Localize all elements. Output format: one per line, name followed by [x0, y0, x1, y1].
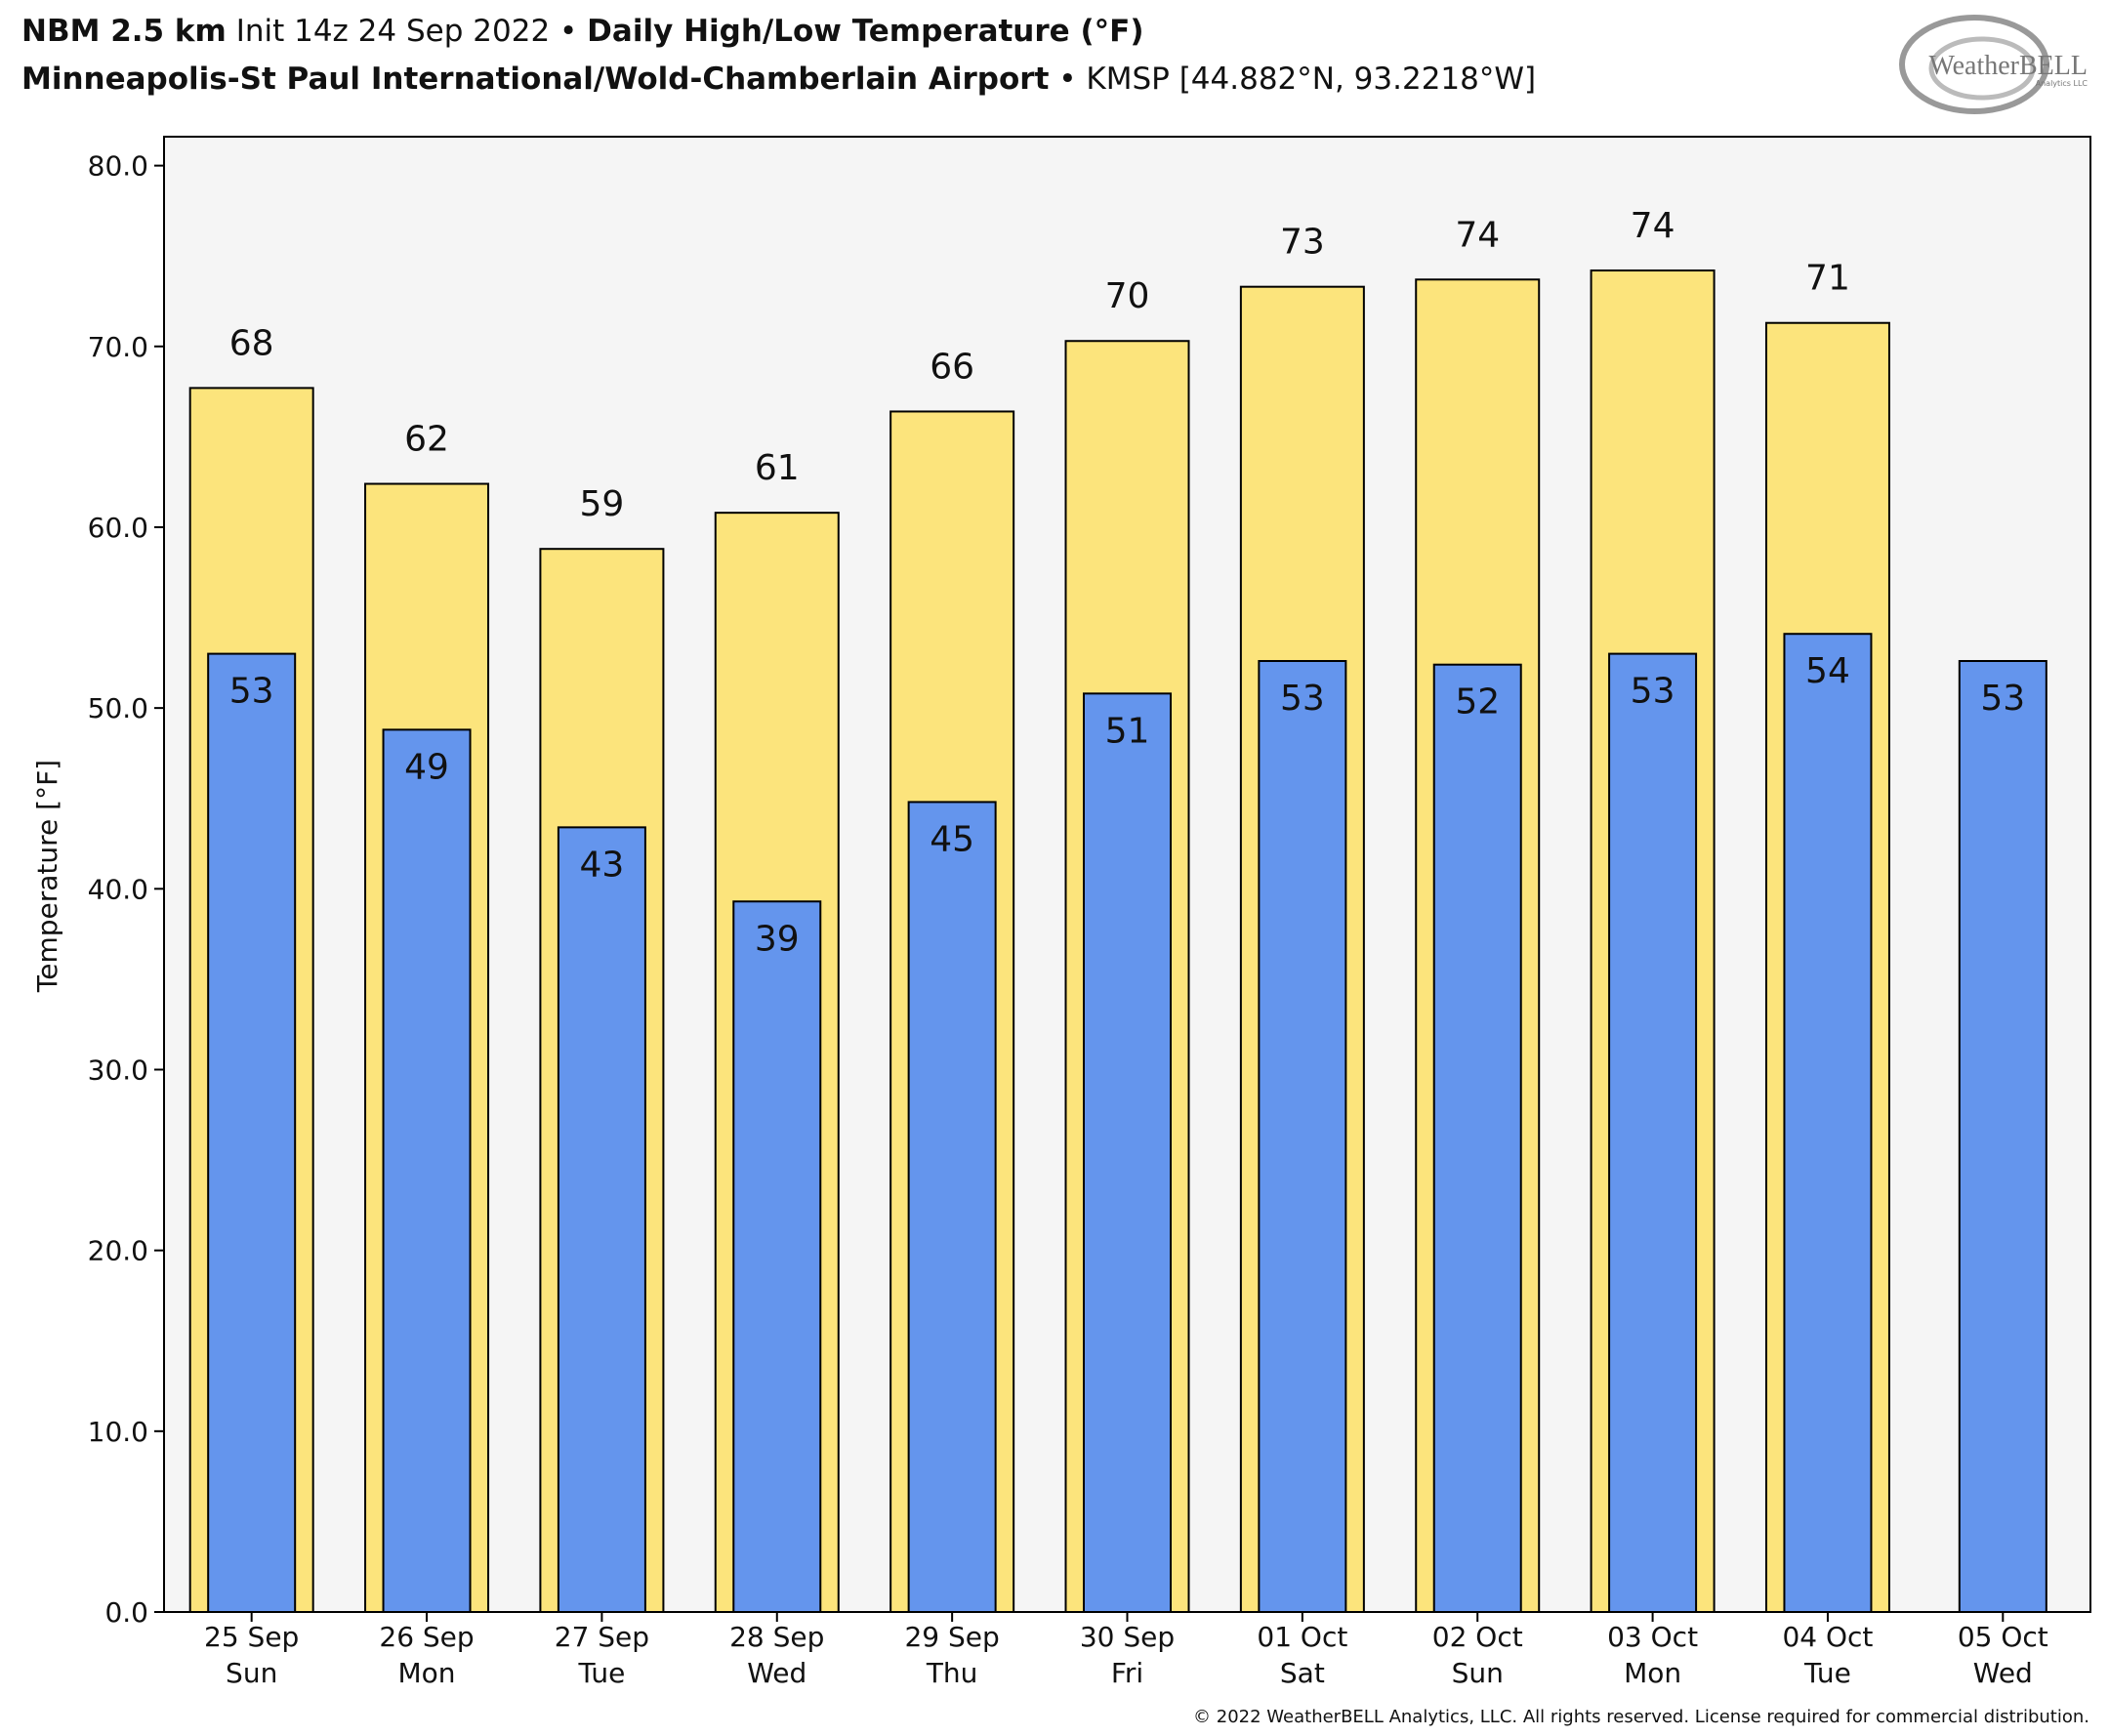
x-tick-label: 27 Sep: [555, 1621, 649, 1653]
value-label: 39: [755, 919, 800, 959]
y-tick-label: 20.0: [88, 1235, 148, 1267]
footer: © 2022 WeatherBELL Analytics, LLC. All r…: [1193, 1707, 2089, 1727]
x-tick-label: 02 Oct: [1432, 1621, 1523, 1653]
x-tick-label: Wed: [1973, 1657, 2033, 1689]
bar: [907, 801, 997, 1613]
x-tick-label: Sun: [226, 1657, 277, 1689]
y-tick-label: 30.0: [88, 1054, 148, 1086]
value-label: 54: [1805, 651, 1850, 691]
title-station: Minneapolis-St Paul International/Wold-C…: [21, 62, 1050, 97]
x-tick-label: 29 Sep: [904, 1621, 999, 1653]
logo-swirl: [1928, 36, 2036, 101]
value-label: 73: [1280, 223, 1325, 263]
bar: [382, 728, 472, 1613]
value-label: 71: [1805, 259, 1850, 299]
value-label: 45: [930, 819, 974, 859]
y-tick-label: 40.0: [88, 873, 148, 905]
bar: [732, 900, 822, 1613]
title-model: NBM 2.5 km: [21, 14, 227, 49]
value-label: 59: [580, 484, 625, 524]
x-tick-label: 05 Oct: [1958, 1621, 2048, 1653]
logo-swirl: [1899, 15, 2049, 114]
x-tick-label: 28 Sep: [729, 1621, 824, 1653]
value-label: 49: [404, 747, 449, 787]
x-tick-label: 30 Sep: [1080, 1621, 1175, 1653]
y-tick-label: 0.0: [104, 1596, 148, 1629]
x-tick-label: 03 Oct: [1607, 1621, 1698, 1653]
bar: [557, 826, 646, 1613]
bar: [1958, 659, 2047, 1613]
x-tick-label: Wed: [747, 1657, 806, 1689]
title-init: Init 14z 24 Sep 2022: [236, 14, 550, 49]
value-label: 53: [1280, 679, 1325, 719]
x-tick-label: Sat: [1280, 1657, 1325, 1689]
value-label: 66: [930, 347, 974, 387]
value-label: 53: [1631, 672, 1675, 712]
title-location: KMSP [44.882°N, 93.2218°W]: [1086, 62, 1536, 97]
y-tick-label: 10.0: [88, 1416, 148, 1448]
x-tick-label: Tue: [1803, 1657, 1851, 1689]
value-label: 61: [755, 448, 800, 488]
logo-sub: Analytics LLC: [2036, 79, 2088, 88]
x-tick-label: Mon: [1624, 1657, 1681, 1689]
x-tick-label: 25 Sep: [204, 1621, 299, 1653]
bar: [207, 652, 297, 1613]
x-tick-label: Sun: [1452, 1657, 1504, 1689]
x-tick-label: Mon: [398, 1657, 456, 1689]
x-tick-label: Fri: [1111, 1657, 1143, 1689]
value-label: 51: [1105, 711, 1150, 751]
title-line-2: Minneapolis-St Paul International/Wold-C…: [21, 62, 1536, 97]
title-product: Daily High/Low Temperature (°F): [587, 14, 1143, 49]
value-label: 62: [404, 420, 449, 460]
value-label: 74: [1455, 215, 1500, 255]
title-line-1: NBM 2.5 km Init 14z 24 Sep 2022 • Daily …: [21, 14, 1144, 49]
value-label: 70: [1105, 276, 1150, 316]
x-tick-label: Tue: [577, 1657, 625, 1689]
value-label: 74: [1631, 206, 1675, 246]
value-label: 53: [229, 672, 274, 712]
x-tick-label: 01 Oct: [1257, 1621, 1347, 1653]
bar: [1432, 663, 1522, 1613]
logo: WeatherBELL Analytics LLC: [1899, 15, 2088, 114]
value-label: 68: [229, 323, 274, 363]
x-tick-label: 04 Oct: [1782, 1621, 1873, 1653]
x-tick-label: 26 Sep: [379, 1621, 474, 1653]
logo-name: WeatherBELL: [1928, 51, 2088, 81]
plot-frame: [163, 136, 2091, 1613]
y-tick-label: 70.0: [88, 331, 148, 363]
y-tick-label: 80.0: [88, 150, 148, 183]
y-axis-label: Temperature [°F]: [31, 760, 63, 993]
value-label: 52: [1455, 682, 1500, 723]
bar: [1083, 692, 1172, 1613]
bar: [1258, 659, 1347, 1613]
bar: [1608, 652, 1698, 1613]
value-label: 43: [580, 845, 625, 885]
value-label: 53: [1980, 679, 2025, 719]
y-tick-label: 50.0: [88, 692, 148, 724]
y-tick-label: 60.0: [88, 512, 148, 544]
bar: [1783, 633, 1873, 1613]
x-tick-label: Thu: [926, 1657, 978, 1689]
